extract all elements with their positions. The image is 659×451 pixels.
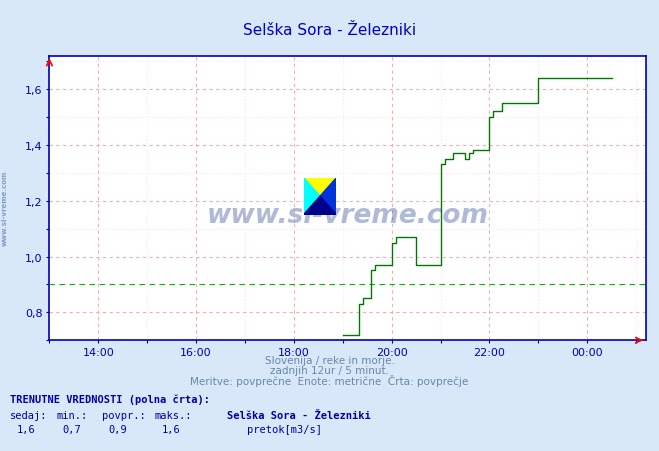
- Text: povpr.:: povpr.:: [102, 410, 146, 420]
- Text: min.:: min.:: [56, 410, 87, 420]
- Text: 0,9: 0,9: [109, 423, 127, 433]
- Text: www.si-vreme.com: www.si-vreme.com: [1, 170, 8, 245]
- Text: Meritve: povprečne  Enote: metrične  Črta: povprečje: Meritve: povprečne Enote: metrične Črta:…: [190, 374, 469, 386]
- Polygon shape: [320, 178, 337, 215]
- Text: 1,6: 1,6: [161, 423, 180, 433]
- Polygon shape: [304, 197, 337, 215]
- Text: maks.:: maks.:: [155, 410, 192, 420]
- Text: Selška Sora - Železniki: Selška Sora - Železniki: [243, 23, 416, 38]
- Text: 1,6: 1,6: [16, 423, 35, 433]
- Text: Selška Sora - Železniki: Selška Sora - Železniki: [227, 410, 371, 420]
- Text: 0,7: 0,7: [63, 423, 81, 433]
- Polygon shape: [304, 178, 320, 215]
- Text: TRENUTNE VREDNOSTI (polna črta):: TRENUTNE VREDNOSTI (polna črta):: [10, 394, 210, 404]
- Text: Slovenija / reke in morje.: Slovenija / reke in morje.: [264, 355, 395, 365]
- Text: sedaj:: sedaj:: [10, 410, 47, 420]
- Polygon shape: [304, 178, 337, 215]
- Text: pretok[m3/s]: pretok[m3/s]: [247, 423, 322, 433]
- Text: zadnjih 12ur / 5 minut.: zadnjih 12ur / 5 minut.: [270, 365, 389, 375]
- Text: www.si-vreme.com: www.si-vreme.com: [207, 202, 488, 229]
